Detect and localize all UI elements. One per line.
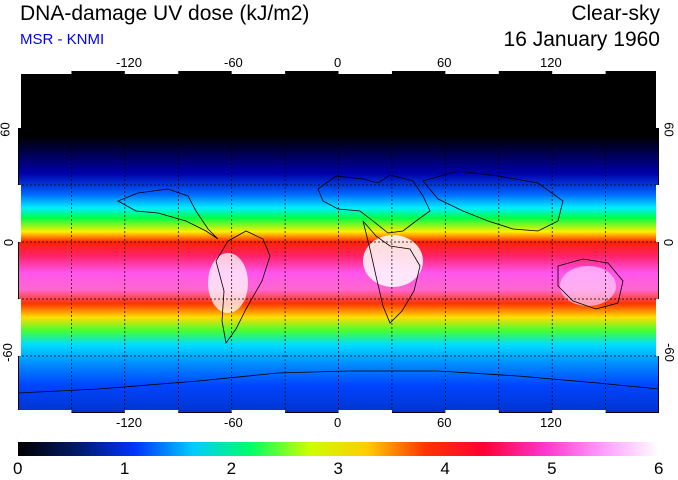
lat-tick-left: 60: [0, 122, 13, 137]
frame-tick-segment: [18, 185, 21, 242]
lon-tick-bottom: 0: [334, 415, 342, 430]
sky-condition-label: Clear-sky: [571, 2, 660, 25]
frame-tick-segment: [231, 71, 286, 74]
frame-tick-segment: [445, 71, 499, 74]
source-label: MSR - KNMI: [20, 31, 105, 48]
lat-tick-left: 0: [1, 238, 17, 247]
lon-tick-bottom: -120: [116, 415, 143, 430]
frame-tick-segment: [231, 410, 286, 413]
color-scale-bar: [18, 442, 659, 456]
frame-tick-segment: [124, 410, 179, 413]
africa-peak-region: [363, 235, 423, 287]
frame-tick-segment: [338, 410, 392, 413]
graticule: [18, 71, 659, 413]
australia-peak-region: [560, 266, 616, 306]
frame-tick-segment: [445, 410, 499, 413]
lon-tick-top: -60: [224, 55, 243, 70]
date-label: 16 January 1960: [503, 28, 660, 51]
frame-tick-segment: [18, 71, 72, 74]
frame-tick-segment: [656, 299, 659, 356]
lon-tick-bottom: -60: [224, 415, 243, 430]
lon-tick-bottom: 120: [540, 415, 562, 430]
coastlines: [18, 170, 659, 394]
lon-tick-top: 120: [540, 55, 562, 70]
frame-tick-segment: [552, 71, 606, 74]
lat-tick-left: -60: [0, 343, 15, 362]
color-scale-tick-label: 0: [13, 459, 23, 478]
south-america-peak-region: [208, 253, 248, 313]
frame-tick-segment: [124, 71, 179, 74]
frame-tick-segment: [18, 71, 21, 128]
color-scale-tick-label: 2: [226, 459, 237, 478]
lon-tick-top: 0: [334, 55, 342, 70]
map-title: DNA-damage UV dose (kJ/m2): [20, 2, 310, 25]
edge-ticks: [18, 71, 659, 413]
color-scale-tick-label: 3: [333, 459, 343, 478]
color-scale-tick-label: 6: [654, 459, 664, 478]
frame-tick-segment: [338, 71, 392, 74]
lon-tick-bottom: 60: [437, 415, 452, 430]
lat-tick-right: -60: [661, 343, 677, 362]
lat-tick-right: 0: [661, 238, 677, 247]
frame-tick-segment: [656, 185, 659, 242]
uv-dose-map: [18, 71, 659, 413]
map-canvas: [18, 71, 659, 413]
lat-tick-right: 60: [661, 122, 677, 137]
frame-tick-segment: [656, 71, 659, 128]
lon-tick-top: 60: [437, 55, 452, 70]
frame-tick-segment: [18, 299, 21, 356]
color-scale-tick-label: 5: [547, 459, 557, 478]
frame-tick-segment: [552, 410, 606, 413]
color-scale-tick-label: 1: [119, 459, 130, 478]
color-scale-tick-label: 4: [440, 459, 450, 478]
frame-tick-segment: [18, 410, 72, 413]
lon-tick-top: -120: [116, 55, 143, 70]
